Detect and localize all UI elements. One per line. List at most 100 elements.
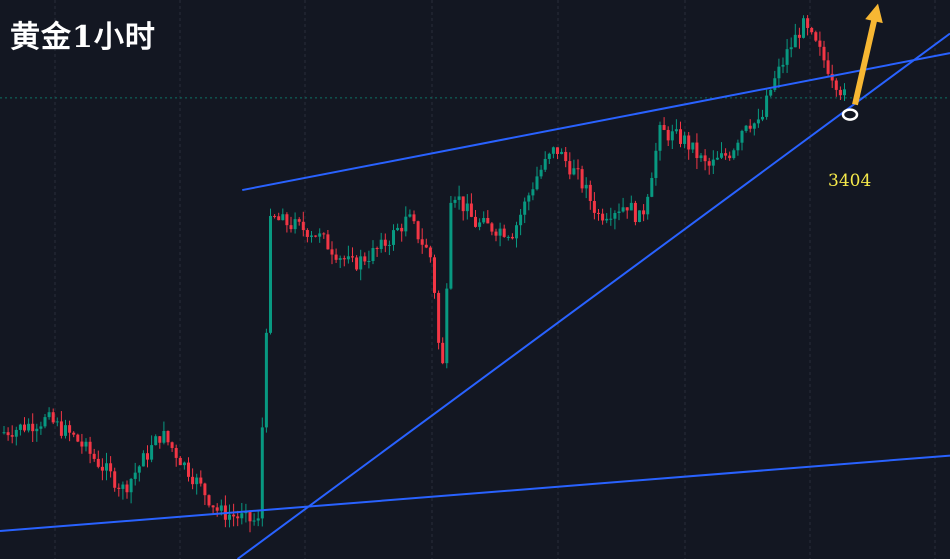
- candle-body-82: [338, 258, 342, 260]
- candle-body-148: [609, 218, 613, 220]
- candle-body-46: [191, 476, 195, 485]
- candle-body-99: [408, 214, 412, 217]
- candle-body-182: [748, 125, 752, 129]
- candle-body-66: [273, 215, 277, 217]
- candle-body-185: [761, 116, 764, 120]
- candle-body-64: [264, 332, 268, 428]
- candle-body-37: [154, 436, 158, 446]
- candle-body-9: [39, 426, 43, 429]
- candle-body-103: [424, 244, 428, 248]
- candle-body-168: [691, 142, 695, 150]
- candle-body-18: [76, 434, 80, 442]
- candle-body-65: [269, 215, 272, 333]
- candle-body-87: [359, 256, 363, 270]
- candle-body-189: [777, 66, 781, 79]
- candle-body-145: [597, 212, 600, 214]
- candle-body-116: [478, 222, 482, 227]
- candle-body-14: [59, 421, 63, 436]
- candle-body-139: [572, 168, 576, 175]
- candle-body-61: [252, 520, 256, 522]
- candle-body-203: [834, 80, 838, 90]
- candle-body-183: [752, 123, 756, 129]
- candle-body-63: [260, 427, 264, 519]
- candle-body-16: [68, 425, 72, 433]
- candle-body-24: [100, 466, 104, 471]
- candle-body-93: [383, 239, 387, 246]
- candle-body-177: [728, 155, 732, 159]
- candle-body-107: [441, 342, 445, 364]
- candle-body-81: [334, 254, 338, 260]
- candle-body-150: [617, 211, 621, 214]
- candle-body-91: [375, 248, 379, 250]
- candle-body-136: [560, 151, 564, 155]
- candle-body-49: [203, 483, 207, 496]
- candle-body-166: [683, 135, 687, 144]
- candle-body-50: [207, 495, 211, 506]
- candle-body-172: [707, 161, 711, 166]
- candle-body-187: [769, 89, 773, 96]
- candle-body-95: [392, 230, 395, 245]
- candle-body-142: [584, 184, 588, 189]
- price-marker: [841, 108, 859, 121]
- candle-body-96: [396, 227, 400, 231]
- candle-body-191: [785, 49, 789, 65]
- candle-body-133: [547, 153, 551, 159]
- candle-body-74: [305, 230, 309, 237]
- candle-body-44: [182, 462, 186, 466]
- candle-body-90: [371, 248, 375, 261]
- candle-body-135: [556, 147, 559, 155]
- candle-body-112: [461, 196, 465, 212]
- candle-body-83: [342, 258, 346, 260]
- candle-body-186: [765, 95, 769, 117]
- candle-body-105: [433, 257, 436, 293]
- candle-body-52: [215, 507, 219, 511]
- candle-body-140: [576, 168, 580, 170]
- candle-body-33: [137, 466, 141, 473]
- trendlines: [0, 32, 950, 559]
- candle-body-164: [674, 129, 678, 132]
- candle-body-160: [658, 125, 662, 151]
- candle-body-151: [621, 207, 625, 212]
- candle-body-43: [178, 457, 182, 466]
- candle-body-11: [47, 412, 51, 418]
- candle-body-108: [445, 288, 449, 364]
- candle-body-8: [35, 428, 39, 432]
- candle-body-109: [449, 202, 453, 289]
- trendline-base: [0, 454, 950, 533]
- candle-body-131: [539, 169, 543, 177]
- candle-body-58: [240, 513, 244, 519]
- candle-body-101: [416, 221, 420, 240]
- candle-body-76: [314, 235, 318, 237]
- candle-body-23: [96, 458, 100, 467]
- candle-body-180: [740, 130, 744, 143]
- candle-body-98: [404, 216, 408, 232]
- candle-body-137: [564, 151, 568, 162]
- candle-body-100: [412, 214, 416, 222]
- trendline-upper: [242, 52, 950, 192]
- candle-body-106: [437, 292, 441, 343]
- candle-body-155: [638, 210, 641, 223]
- candle-body-195: [802, 18, 805, 38]
- candle-body-12: [51, 412, 55, 423]
- candle-body-111: [457, 196, 461, 200]
- candle-body-55: [228, 514, 231, 520]
- candle-body-205: [843, 89, 846, 96]
- candle-body-202: [830, 73, 834, 81]
- candle-body-88: [363, 256, 367, 262]
- candle-body-92: [379, 239, 383, 250]
- candle-body-190: [781, 64, 785, 67]
- candle-body-192: [789, 47, 793, 50]
- candle-body-70: [289, 225, 293, 230]
- forecast-arrow-shape: [852, 3, 883, 106]
- candle-body-162: [666, 129, 670, 141]
- candle-body-60: [248, 510, 252, 522]
- candles: [2, 15, 846, 533]
- candle-body-85: [351, 256, 354, 258]
- candle-body-25: [105, 463, 108, 471]
- candle-body-104: [428, 247, 432, 258]
- candle-body-48: [199, 477, 203, 484]
- candle-body-163: [670, 131, 674, 141]
- candle-body-198: [814, 32, 818, 41]
- candle-body-62: [256, 518, 260, 521]
